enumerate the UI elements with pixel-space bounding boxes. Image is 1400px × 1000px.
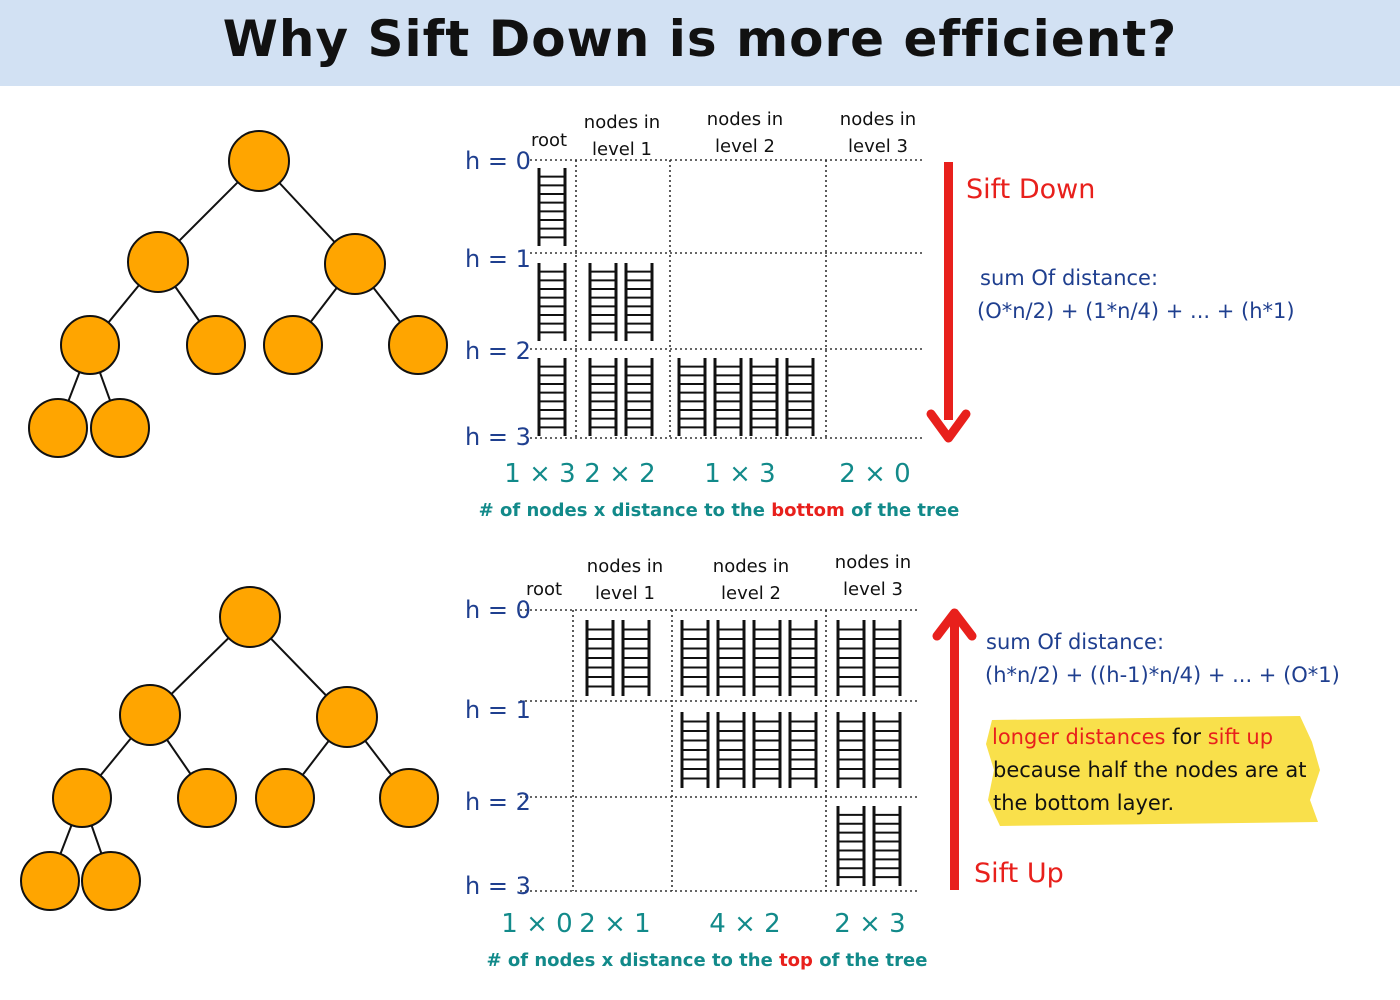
ladder-icon	[585, 620, 615, 696]
col-head-level3-line2: level 3	[848, 136, 908, 157]
col-head-level1-line1: nodes in	[584, 112, 660, 133]
height-label: h = 3	[465, 872, 531, 900]
grid-bottom	[520, 609, 918, 892]
ladders-layer	[537, 168, 902, 886]
tree-top	[28, 130, 448, 458]
ladder-icon	[749, 358, 779, 436]
ladder-icon	[677, 358, 707, 436]
col-head-level2-line1: nodes in	[713, 556, 789, 577]
sum-label-top: sum Of distance:	[980, 266, 1158, 290]
ladder-icon	[716, 620, 746, 696]
tree-node	[324, 233, 386, 295]
ladder-icon	[537, 168, 567, 246]
ladder-icon	[537, 358, 567, 436]
caption-top: # of nodes x distance to the bottom of t…	[479, 500, 960, 521]
ladder-icon	[785, 358, 815, 436]
sift-up-label: Sift Up	[974, 858, 1064, 889]
col-head-level2-line2: level 2	[721, 583, 781, 604]
ladder-icon	[836, 712, 866, 788]
col-head-root: root	[531, 130, 567, 151]
ladder-icon	[537, 263, 567, 341]
tree-node	[388, 315, 448, 375]
ladder-icon	[624, 358, 654, 436]
tree-bottom	[20, 586, 439, 911]
tree-node	[52, 768, 112, 828]
note-line1: longer distances for sift up	[992, 725, 1273, 749]
sift-down-arrow	[926, 162, 971, 443]
ladder-icon	[624, 263, 654, 341]
height-label: h = 3	[465, 423, 531, 451]
ladder-icon	[752, 712, 782, 788]
height-label: h = 2	[465, 337, 531, 365]
tree-node	[127, 231, 189, 293]
sum-label-bottom: sum Of distance:	[986, 630, 1164, 654]
ladder-icon	[588, 263, 618, 341]
ladder-icon	[680, 712, 710, 788]
ladder-icon	[788, 712, 818, 788]
sum-formula-bottom: (h*n/2) + ((h-1)*n/4) + ... + (O*1)	[985, 663, 1340, 687]
ladder-icon	[836, 620, 866, 696]
product-label: 1 × 3	[704, 459, 775, 489]
tree-node	[20, 851, 80, 911]
ladder-icon	[588, 358, 618, 436]
sum-formula-top: (O*n/2) + (1*n/4) + ... + (h*1)	[977, 299, 1295, 323]
col-head-level2-line2: level 2	[715, 136, 775, 157]
tree-node	[119, 684, 181, 746]
title-banner: Why Sift Down is more efficient?	[0, 0, 1400, 86]
product-label: 2 × 2	[584, 459, 655, 489]
tree-node	[219, 586, 281, 648]
page-title: Why Sift Down is more efficient?	[222, 10, 1178, 68]
tree-node	[186, 315, 246, 375]
col-head-root: root	[526, 579, 562, 600]
ladder-icon	[716, 712, 746, 788]
note-highlight	[986, 716, 1320, 826]
height-label: h = 0	[465, 147, 531, 175]
caption-bottom: # of nodes x distance to the top of the …	[487, 950, 928, 971]
sift-up-arrow	[932, 608, 977, 890]
tree-node	[60, 315, 120, 375]
tree-node	[255, 768, 315, 828]
ladder-icon	[713, 358, 743, 436]
note-line3: the bottom layer.	[993, 791, 1174, 815]
tree-node	[316, 686, 378, 748]
col-head-level3-line1: nodes in	[835, 552, 911, 573]
ladder-icon	[752, 620, 782, 696]
tree-node	[228, 130, 290, 192]
product-label: 2 × 3	[834, 909, 905, 939]
product-label: 4 × 2	[709, 909, 780, 939]
ladder-icon	[872, 806, 902, 886]
product-label: 1 × 0	[501, 909, 572, 939]
note-line2: because half the nodes are at	[993, 758, 1307, 782]
col-head-level1-line1: nodes in	[587, 556, 663, 577]
ladder-icon	[621, 620, 651, 696]
ladder-icon	[788, 620, 818, 696]
product-label: 2 × 1	[579, 909, 650, 939]
product-label: 2 × 0	[839, 459, 910, 489]
product-label: 1 × 3	[504, 459, 575, 489]
sift-down-label: Sift Down	[966, 174, 1095, 205]
col-head-level3-line2: level 3	[843, 579, 903, 600]
ladder-icon	[836, 806, 866, 886]
ladder-icon	[872, 620, 902, 696]
height-label: h = 1	[465, 245, 531, 273]
col-head-level1-line2: level 1	[595, 583, 655, 604]
tree-node	[28, 398, 88, 458]
tree-node	[379, 768, 439, 828]
tree-node	[177, 768, 237, 828]
ladder-icon	[680, 620, 710, 696]
height-label: h = 1	[465, 696, 531, 724]
ladder-icon	[872, 712, 902, 788]
tree-node	[263, 315, 323, 375]
grid-top	[530, 159, 922, 439]
col-head-level2-line1: nodes in	[707, 109, 783, 130]
col-head-level1-line2: level 1	[592, 139, 652, 160]
height-label: h = 2	[465, 788, 531, 816]
tree-node	[90, 398, 150, 458]
tree-node	[81, 851, 141, 911]
col-head-level3-line1: nodes in	[840, 109, 916, 130]
height-label: h = 0	[465, 596, 531, 624]
